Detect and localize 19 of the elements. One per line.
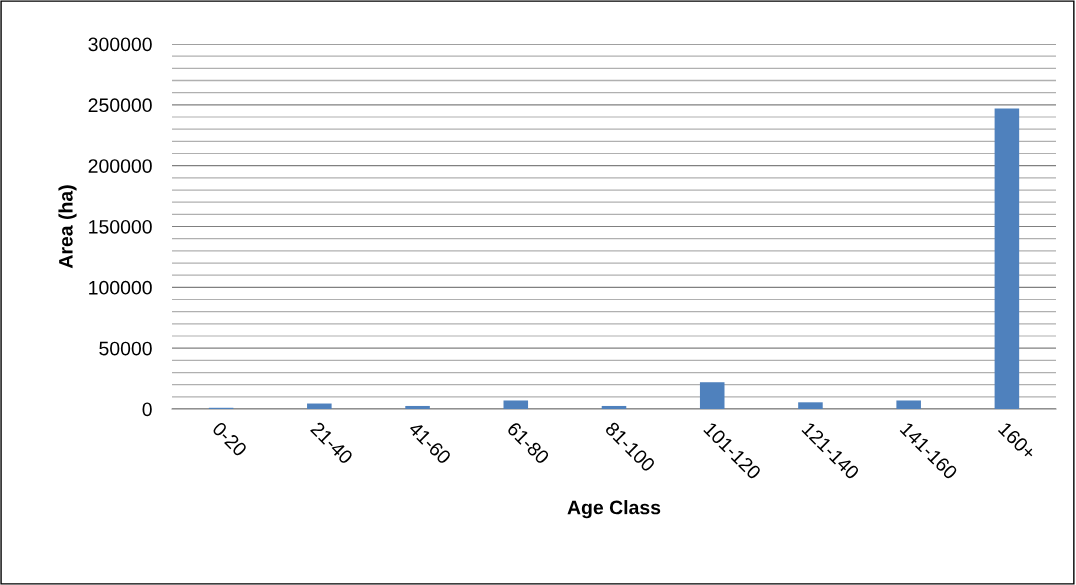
- bar: [405, 405, 430, 409]
- y-tick-label: 0: [142, 402, 152, 417]
- y-tick-label: 100000: [89, 280, 152, 295]
- y-tick-label: 50000: [99, 341, 152, 356]
- y-tick-label: 150000: [89, 219, 152, 234]
- x-tick-label: 160+: [997, 421, 1037, 461]
- bar: [601, 405, 627, 409]
- y-tick-label: 300000: [88, 37, 152, 52]
- x-tick-label: 0-20: [211, 421, 248, 458]
- bar: [896, 400, 921, 409]
- bar: [798, 402, 823, 409]
- y-axis-title: Area (ha): [58, 185, 77, 269]
- bar: [699, 382, 725, 409]
- y-tick-label: 200000: [88, 159, 152, 173]
- bar: [994, 108, 1020, 409]
- y-tick-label: 250000: [88, 98, 152, 113]
- bar: [307, 403, 332, 409]
- x-axis-title: Age Class: [567, 500, 661, 519]
- bar: [503, 400, 529, 409]
